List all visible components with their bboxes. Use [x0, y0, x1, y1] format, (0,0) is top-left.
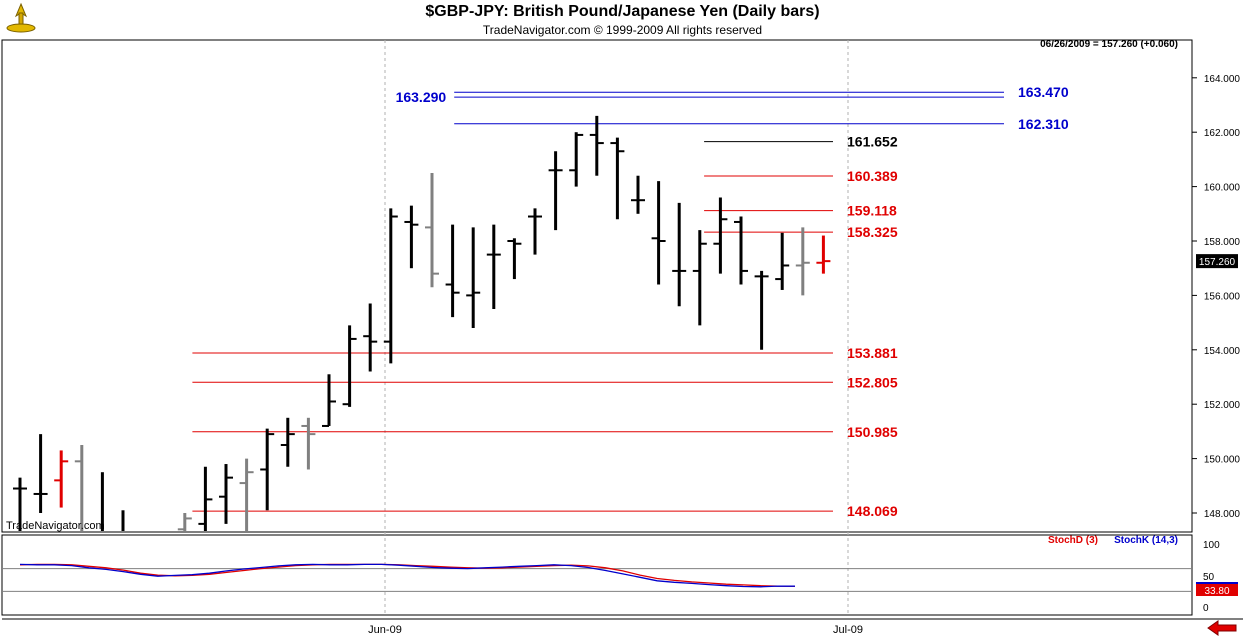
level-label: 163.290	[396, 89, 447, 105]
stoch-k-line	[19, 563, 796, 588]
ohlc-bar	[631, 175, 645, 214]
level-label: 152.805	[847, 374, 898, 390]
tradenavigator-logo-icon	[4, 2, 38, 34]
ohlc-bar	[507, 238, 522, 280]
ohlc-bar	[610, 137, 625, 220]
stoch-last-value-label: 33.80	[1204, 586, 1229, 597]
ohlc-bar	[198, 466, 213, 531]
ohlc-bar	[754, 270, 769, 350]
ohlc-bar	[54, 450, 69, 508]
last-price-box	[1196, 254, 1238, 269]
y-tick-label: 148.000	[1204, 509, 1241, 520]
level-label: 163.470	[1018, 84, 1069, 100]
ohlc-bar	[672, 202, 687, 307]
last-bar-info: 06/26/2009 = 157.260 (+0.060)	[1040, 39, 1178, 50]
level-label: 148.069	[847, 503, 898, 519]
last-price-label: 157.260	[1199, 257, 1236, 268]
ohlc-bar	[548, 151, 563, 231]
ohlc-bar	[569, 132, 584, 187]
stochastic-panel-border	[1, 534, 1193, 616]
y-tick-label: 156.000	[1204, 291, 1241, 302]
ohlc-bar	[33, 434, 48, 513]
ohlc-bar	[280, 417, 295, 467]
price-panel-border	[1, 39, 1193, 533]
ohlc-bar	[651, 181, 666, 285]
level-label: 159.118	[847, 203, 897, 219]
level-label: 162.310	[1018, 116, 1069, 132]
ohlc-bar	[239, 458, 254, 531]
ohlc-bar	[775, 232, 790, 290]
scroll-left-arrow-icon[interactable]	[1207, 620, 1237, 636]
level-label: 158.325	[847, 224, 898, 240]
ohlc-bar	[301, 417, 316, 470]
watermark-label: TradeNavigator.com	[6, 520, 105, 532]
ohlc-bar	[74, 445, 84, 531]
x-tick-label: Jul-09	[833, 624, 863, 636]
x-tick-label: Jun-09	[368, 624, 402, 636]
ohlc-bar	[734, 216, 748, 285]
ohlc-bar	[177, 513, 192, 531]
level-label: 160.389	[847, 168, 898, 184]
ohlc-bar	[425, 173, 439, 288]
y-tick-label: 162.000	[1204, 128, 1241, 139]
y-tick-label: 154.000	[1204, 346, 1241, 357]
ohlc-bar	[589, 115, 604, 176]
ohlc-bar	[13, 477, 27, 531]
y-tick-label: 152.000	[1204, 400, 1241, 411]
ohlc-bar	[342, 325, 357, 407]
ohlc-bar	[795, 227, 810, 296]
ohlc-bar	[363, 303, 378, 372]
stoch-y-tick-label: 100	[1203, 540, 1220, 551]
y-tick-label: 158.000	[1204, 237, 1241, 248]
ohlc-bar	[692, 230, 707, 326]
ohlc-bar	[260, 428, 275, 511]
stoch-y-tick-label: 50	[1203, 572, 1215, 583]
ohlc-bar	[486, 224, 501, 309]
stoch-last-value-box	[1196, 583, 1238, 596]
stoch-k-legend: StochK (14,3)	[1114, 535, 1178, 546]
level-label: 153.881	[847, 345, 898, 361]
ohlc-bar	[383, 208, 398, 364]
chart-title: $GBP-JPY: British Pound/Japanese Yen (Da…	[425, 3, 820, 20]
y-tick-label: 164.000	[1204, 74, 1241, 85]
y-tick-label: 150.000	[1204, 455, 1241, 466]
stoch-d-legend: StochD (3)	[1048, 535, 1098, 546]
chart-subtitle: TradeNavigator.com © 1999-2009 All right…	[482, 23, 763, 37]
ohlc-bar	[816, 235, 831, 274]
ohlc-bar	[713, 197, 728, 274]
y-tick-label: 160.000	[1204, 183, 1241, 194]
ohlc-bar	[219, 464, 233, 524]
level-label: 150.985	[847, 424, 898, 440]
ohlc-bar	[466, 227, 481, 329]
arrow-shape	[1207, 620, 1237, 636]
stoch-y-tick-label: 0	[1203, 603, 1209, 614]
ohlc-bar	[404, 205, 419, 269]
level-label: 161.652	[847, 134, 898, 150]
ohlc-bar	[445, 224, 460, 318]
ohlc-bar	[528, 208, 542, 255]
ohlc-bar	[322, 374, 336, 427]
